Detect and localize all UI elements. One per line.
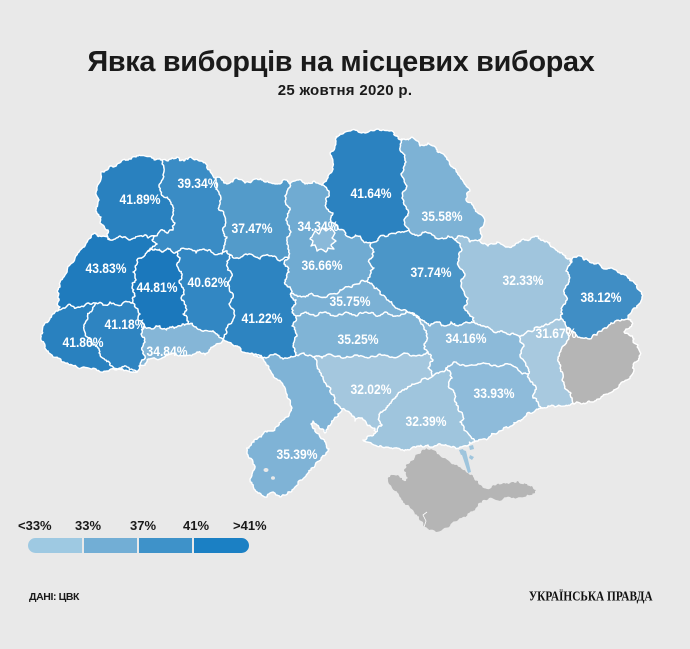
svg-text:34.16%: 34.16%: [446, 330, 487, 346]
svg-text:37.74%: 37.74%: [411, 264, 452, 280]
svg-text:37.47%: 37.47%: [232, 220, 273, 236]
svg-text:41.64%: 41.64%: [351, 185, 392, 201]
svg-text:41.86%: 41.86%: [63, 334, 104, 350]
svg-text:35.39%: 35.39%: [277, 446, 318, 462]
svg-text:41.89%: 41.89%: [120, 191, 161, 207]
svg-text:31.67%: 31.67%: [536, 325, 577, 341]
svg-text:40.62%: 40.62%: [188, 274, 229, 290]
svg-text:43.83%: 43.83%: [86, 260, 127, 276]
svg-text:32.02%: 32.02%: [351, 381, 392, 397]
svg-text:38.12%: 38.12%: [581, 289, 622, 305]
svg-text:44.81%: 44.81%: [137, 279, 178, 295]
svg-text:34.84%: 34.84%: [147, 343, 188, 359]
svg-text:35.58%: 35.58%: [422, 208, 463, 224]
svg-text:34.34%: 34.34%: [298, 218, 339, 234]
svg-text:39.34%: 39.34%: [178, 175, 219, 191]
svg-text:33.93%: 33.93%: [474, 385, 515, 401]
svg-text:32.33%: 32.33%: [503, 272, 544, 288]
svg-text:35.25%: 35.25%: [338, 331, 379, 347]
svg-text:32.39%: 32.39%: [406, 413, 447, 429]
svg-text:35.75%: 35.75%: [330, 293, 371, 309]
svg-text:41.18%: 41.18%: [105, 316, 146, 332]
svg-text:36.66%: 36.66%: [302, 257, 343, 273]
svg-text:41.22%: 41.22%: [242, 310, 283, 326]
